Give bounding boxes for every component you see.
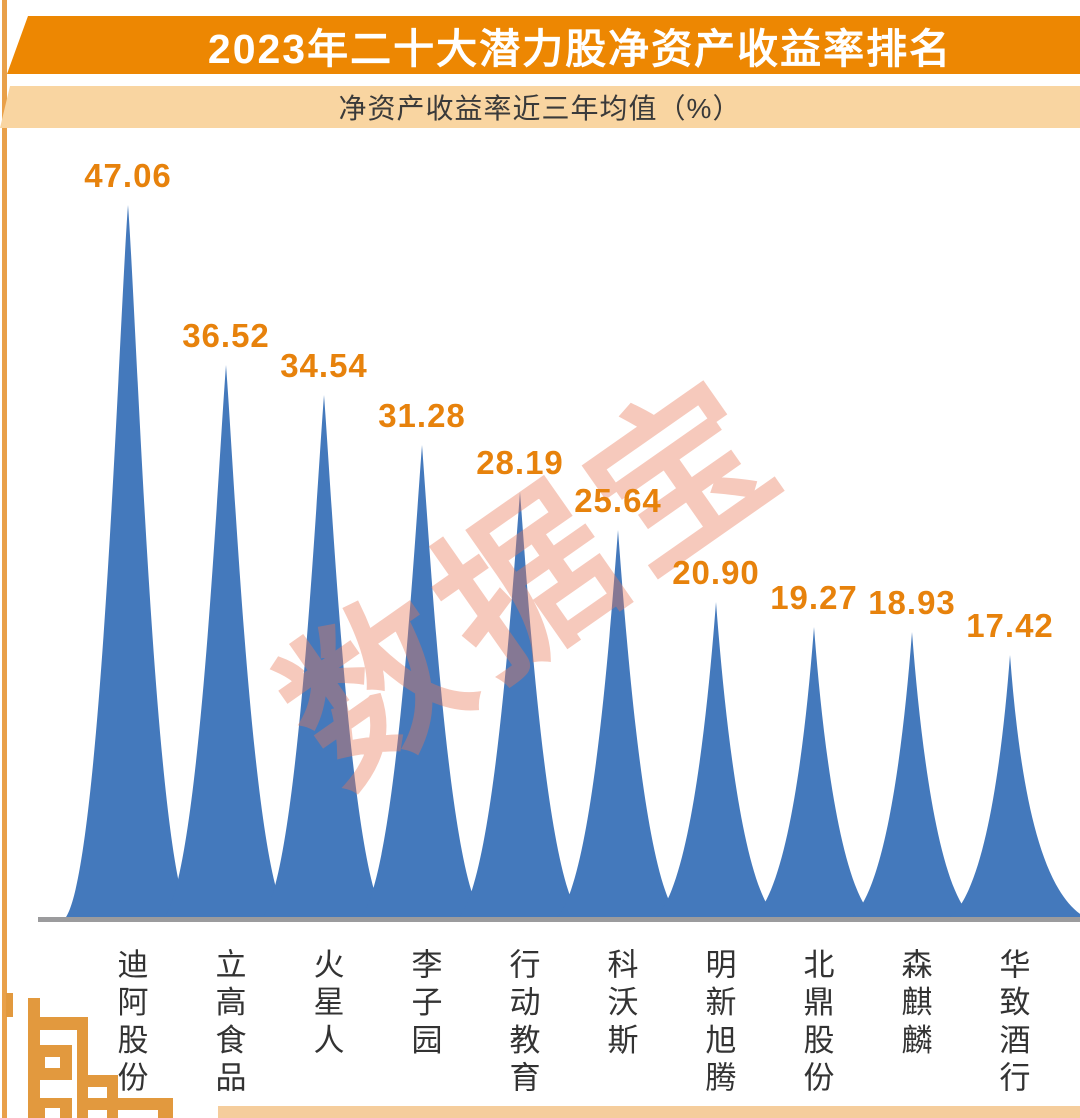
category-label-6: 明新旭腾 — [700, 948, 736, 1100]
spike-8 — [846, 632, 978, 921]
subtitle-bar: 净资产收益率近三年均值（%） — [0, 86, 1080, 128]
value-label-8: 18.93 — [868, 584, 956, 621]
category-label-8: 森麒麟 — [896, 948, 932, 1062]
category-label-3: 李子园 — [406, 948, 442, 1062]
category-label-2: 火星人 — [308, 948, 344, 1062]
spike-4 — [454, 492, 586, 921]
title-banner: 2023年二十大潜力股净资产收益率排名 — [7, 16, 1080, 74]
category-label-9: 华致酒行 — [994, 948, 1030, 1100]
spike-1 — [160, 365, 292, 921]
spike-9 — [944, 655, 1080, 921]
chart-subtitle: 净资产收益率近三年均值（%） — [338, 93, 742, 124]
category-label-0: 迪阿股份 — [112, 948, 148, 1100]
page-title: 2023年二十大潜力股净资产收益率排名 — [207, 26, 953, 72]
value-label-7: 19.27 — [770, 579, 858, 616]
value-label-2: 34.54 — [280, 347, 368, 384]
lattice-ornament — [6, 993, 173, 1118]
left-border-ornament — [2, 0, 7, 1118]
spike-7 — [748, 627, 880, 921]
value-label-3: 31.28 — [378, 397, 466, 434]
category-label-4: 行动教育 — [504, 948, 540, 1100]
bottom-accent-bar — [218, 1106, 1080, 1118]
category-label-7: 北鼎股份 — [798, 948, 834, 1100]
category-label-5: 科沃斯 — [602, 948, 638, 1062]
value-label-5: 25.64 — [574, 482, 662, 519]
spike-6 — [650, 602, 782, 921]
x-axis-line — [38, 917, 1080, 922]
value-label-0: 47.06 — [84, 157, 172, 194]
spike-5 — [552, 530, 684, 921]
value-label-1: 36.52 — [182, 317, 270, 354]
spike-2 — [258, 395, 390, 921]
category-label-1: 立高食品 — [210, 948, 246, 1100]
value-label-4: 28.19 — [476, 444, 564, 481]
spike-0 — [62, 205, 194, 921]
spike-3 — [356, 445, 488, 921]
value-label-9: 17.42 — [966, 607, 1054, 644]
value-label-6: 20.90 — [672, 554, 760, 591]
